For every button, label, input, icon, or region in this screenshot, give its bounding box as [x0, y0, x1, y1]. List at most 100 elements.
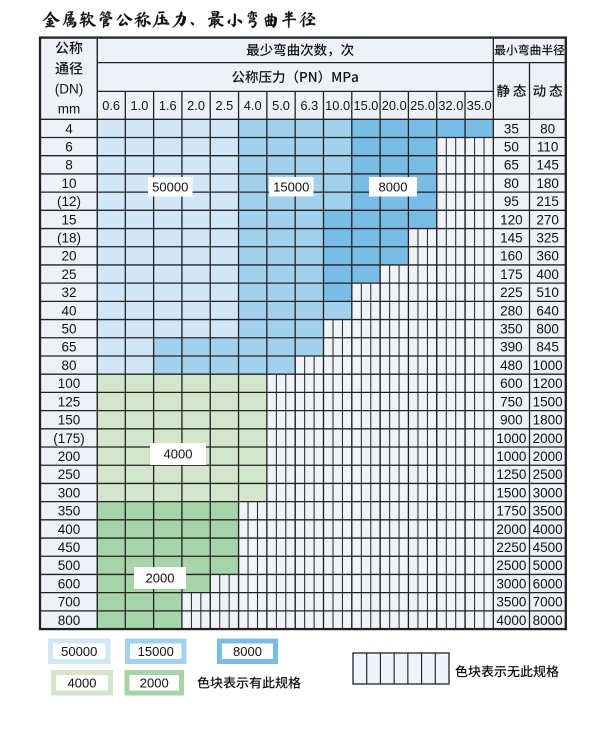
svg-text:1750: 1750 — [496, 504, 526, 519]
svg-text:65: 65 — [504, 158, 519, 173]
svg-text:1500: 1500 — [496, 485, 526, 500]
svg-text:3000: 3000 — [496, 576, 526, 591]
svg-text:845: 845 — [536, 340, 559, 355]
svg-text:400: 400 — [58, 522, 81, 537]
svg-text:145: 145 — [500, 230, 523, 245]
svg-text:350: 350 — [500, 322, 523, 337]
svg-text:2500: 2500 — [533, 467, 563, 482]
svg-text:280: 280 — [500, 303, 523, 318]
svg-text:100: 100 — [58, 376, 81, 391]
svg-text:150: 150 — [58, 413, 81, 428]
svg-text:4000: 4000 — [68, 675, 97, 690]
svg-text:3000: 3000 — [533, 485, 563, 500]
svg-text:4: 4 — [65, 121, 73, 136]
svg-text:390: 390 — [500, 340, 523, 355]
svg-text:(12): (12) — [57, 194, 81, 209]
svg-text:4000: 4000 — [533, 522, 563, 537]
svg-text:15: 15 — [61, 212, 76, 227]
svg-text:4000: 4000 — [496, 613, 526, 628]
svg-text:0.6: 0.6 — [102, 98, 120, 113]
svg-text:65: 65 — [61, 340, 76, 355]
svg-text:6000: 6000 — [533, 576, 563, 591]
svg-text:1000: 1000 — [533, 358, 563, 373]
svg-text:15000: 15000 — [273, 179, 309, 194]
svg-text:40: 40 — [61, 303, 76, 318]
svg-text:4.0: 4.0 — [244, 98, 262, 113]
svg-text:160: 160 — [500, 249, 523, 264]
svg-text:25: 25 — [61, 267, 76, 282]
svg-text:10: 10 — [61, 176, 76, 191]
svg-text:300: 300 — [58, 485, 81, 500]
svg-text:1.0: 1.0 — [131, 98, 149, 113]
svg-text:2000: 2000 — [140, 675, 169, 690]
svg-text:8000: 8000 — [533, 613, 563, 628]
svg-text:2.5: 2.5 — [215, 98, 233, 113]
svg-text:7000: 7000 — [533, 595, 563, 610]
svg-text:2000: 2000 — [146, 571, 175, 586]
svg-text:750: 750 — [500, 394, 523, 409]
svg-text:800: 800 — [58, 613, 81, 628]
svg-text:8: 8 — [65, 158, 73, 173]
svg-text:350: 350 — [58, 504, 81, 519]
svg-text:175: 175 — [500, 267, 523, 282]
svg-text:20.0: 20.0 — [382, 98, 407, 113]
svg-text:(18): (18) — [57, 230, 81, 245]
svg-text:600: 600 — [58, 576, 81, 591]
svg-text:mm: mm — [58, 102, 81, 117]
svg-text:1200: 1200 — [533, 376, 563, 391]
svg-text:50000: 50000 — [152, 179, 188, 194]
svg-text:1250: 1250 — [496, 467, 526, 482]
svg-text:2.0: 2.0 — [187, 98, 205, 113]
svg-text:80: 80 — [504, 176, 519, 191]
svg-text:6.3: 6.3 — [300, 98, 318, 113]
svg-text:1.6: 1.6 — [159, 98, 177, 113]
svg-text:110: 110 — [537, 139, 559, 154]
svg-text:5000: 5000 — [533, 558, 563, 573]
svg-text:4000: 4000 — [164, 447, 193, 462]
svg-text:270: 270 — [536, 212, 559, 227]
svg-text:225: 225 — [500, 285, 523, 300]
svg-text:1800: 1800 — [533, 413, 563, 428]
svg-text:6: 6 — [65, 139, 73, 154]
svg-text:600: 600 — [500, 376, 523, 391]
svg-text:50000: 50000 — [61, 644, 97, 659]
svg-text:80: 80 — [61, 358, 76, 373]
svg-text:640: 640 — [536, 303, 559, 318]
svg-text:(175): (175) — [53, 431, 85, 446]
svg-text:145: 145 — [536, 158, 559, 173]
svg-text:325: 325 — [536, 230, 559, 245]
svg-text:50: 50 — [61, 322, 76, 337]
svg-text:120: 120 — [500, 212, 523, 227]
svg-text:400: 400 — [536, 267, 559, 282]
svg-text:510: 510 — [536, 285, 559, 300]
svg-text:8000: 8000 — [233, 644, 262, 659]
svg-text:32.0: 32.0 — [438, 98, 463, 113]
svg-text:8000: 8000 — [379, 179, 408, 194]
svg-text:450: 450 — [58, 540, 81, 555]
svg-text:360: 360 — [536, 249, 559, 264]
svg-text:215: 215 — [536, 194, 559, 209]
svg-text:250: 250 — [58, 467, 81, 482]
svg-text:2000: 2000 — [533, 431, 563, 446]
svg-text:1500: 1500 — [533, 394, 563, 409]
svg-text:180: 180 — [536, 176, 559, 191]
svg-text:1000: 1000 — [496, 449, 526, 464]
svg-text:4500: 4500 — [533, 540, 563, 555]
svg-text:700: 700 — [58, 595, 81, 610]
svg-text:800: 800 — [536, 322, 559, 337]
svg-text:2250: 2250 — [496, 540, 526, 555]
svg-text:2000: 2000 — [496, 522, 526, 537]
svg-text:80: 80 — [540, 121, 555, 136]
svg-text:3500: 3500 — [496, 595, 526, 610]
svg-text:900: 900 — [500, 413, 523, 428]
svg-text:95: 95 — [504, 194, 519, 209]
svg-text:1000: 1000 — [496, 431, 526, 446]
svg-text:3500: 3500 — [533, 504, 563, 519]
svg-text:35: 35 — [504, 121, 519, 136]
svg-text:50: 50 — [504, 139, 519, 154]
svg-text:5.0: 5.0 — [272, 98, 290, 113]
svg-text:32: 32 — [61, 285, 76, 300]
svg-text:125: 125 — [58, 394, 81, 409]
svg-text:15000: 15000 — [138, 644, 174, 659]
svg-text:(DN): (DN) — [55, 82, 84, 97]
